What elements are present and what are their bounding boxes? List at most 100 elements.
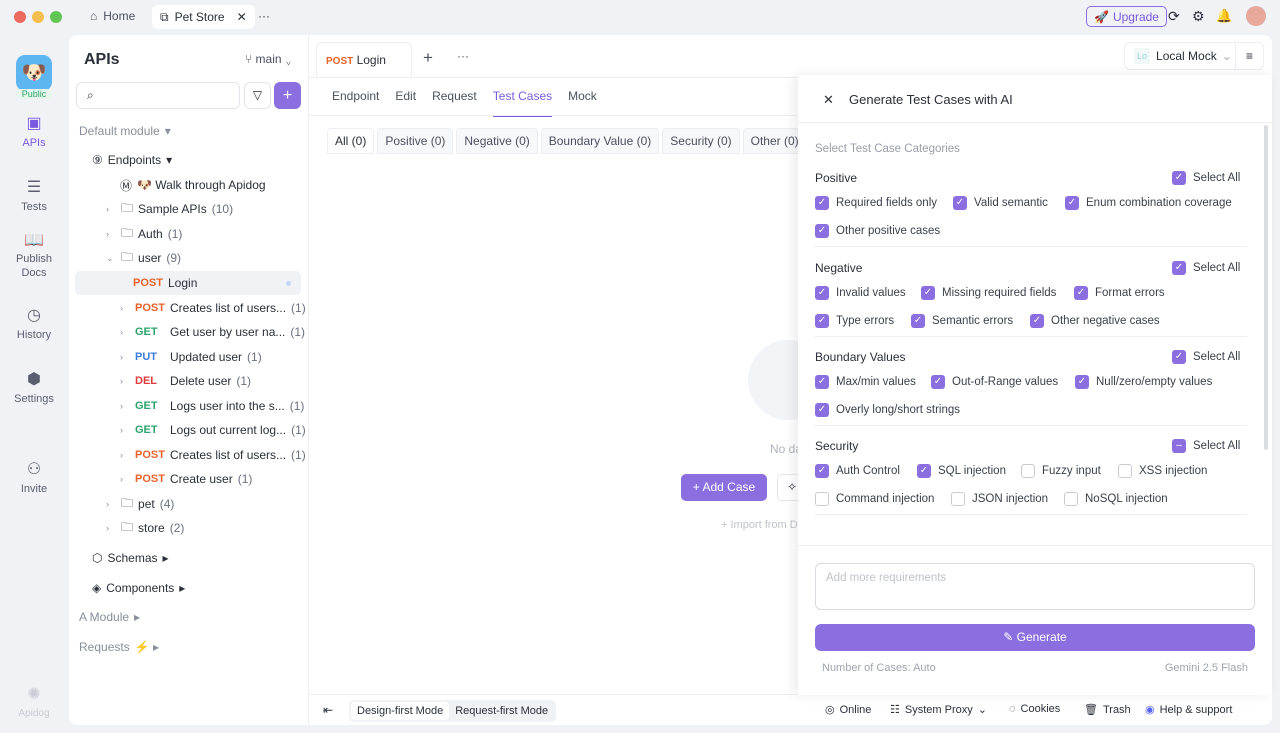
option-checkbox[interactable]: ✓ Max/min values <box>815 375 916 389</box>
tree-item[interactable]: Ⓜ 🐶 Walk through Apidog <box>120 178 266 193</box>
request-tab[interactable]: POST Login <box>316 42 412 76</box>
option-checkbox[interactable]: ✓ Format errors <box>1074 286 1165 300</box>
tree-folder[interactable]: › 🗀 Sample APIs (10) <box>106 197 233 221</box>
filter-tab[interactable]: All (0) <box>327 128 375 154</box>
endpoint-item[interactable]: › GET Logs out current log... (1) <box>120 423 306 437</box>
option-checkbox[interactable]: ✓ Missing required fields <box>921 286 1056 300</box>
tree-folder[interactable]: ⌄ 🗀 user (9) <box>106 246 181 270</box>
menu-icon[interactable]: ≡ <box>1235 43 1263 69</box>
requirements-input[interactable]: Add more requirements <box>815 563 1255 610</box>
system-proxy[interactable]: ☷ System Proxy ⌄ <box>890 703 987 717</box>
sync-icon[interactable]: ⟳ <box>1168 8 1180 24</box>
cookies-button[interactable]: ◌ Cookies <box>1009 703 1061 715</box>
option-checkbox[interactable]: ✓ Null/zero/empty values <box>1075 375 1212 389</box>
endpoint-item[interactable]: › POST Create user (1) <box>120 472 253 486</box>
close-window-button[interactable] <box>14 11 26 23</box>
filter-tab[interactable]: Positive (0) <box>377 128 454 154</box>
tree-folder[interactable]: › 🗀 pet (4) <box>106 492 174 516</box>
avatar[interactable] <box>1246 6 1266 26</box>
select-all-checkbox[interactable]: ✓ Select All <box>1172 171 1240 185</box>
select-all-checkbox[interactable]: – Select All <box>1172 439 1240 453</box>
close-icon[interactable]: ✕ <box>236 10 247 24</box>
online-status[interactable]: ◎ Online <box>825 703 872 717</box>
option-checkbox[interactable]: ✓ Other positive cases <box>815 224 940 238</box>
components[interactable]: ◈ Components ▸ <box>92 581 186 595</box>
more-tabs-button[interactable]: ··· <box>258 9 270 23</box>
filter-tab[interactable]: Security (0) <box>662 128 740 154</box>
environment-select[interactable]: Lo Local Mock ⌄ ≡ <box>1124 42 1264 70</box>
option-checkbox[interactable]: ✓ Invalid values <box>815 286 906 300</box>
filter-button[interactable]: ▽ <box>244 82 271 109</box>
gear-icon[interactable]: ⚙ <box>1192 8 1205 24</box>
subtab-request[interactable]: Request <box>432 89 477 103</box>
tree-folder[interactable]: › 🗀 Auth (1) <box>106 222 182 246</box>
filter-tab[interactable]: Other (0) <box>742 128 807 154</box>
import-link[interactable]: + Import from D <box>721 519 798 531</box>
option-checkbox[interactable]: NoSQL injection <box>1064 492 1168 506</box>
option-checkbox[interactable]: ✓ Valid semantic <box>953 196 1048 210</box>
close-icon[interactable]: ✕ <box>823 92 834 107</box>
model-select[interactable]: Gemini 2.5 Flash <box>1164 662 1248 674</box>
minimize-window-button[interactable] <box>32 11 44 23</box>
endpoint-item[interactable]: › GET Logs user into the s... (1) <box>120 398 305 413</box>
option-checkbox[interactable]: ✓ Type errors <box>815 314 894 328</box>
upgrade-button[interactable]: 🚀 Upgrade <box>1086 6 1167 27</box>
tree-folder[interactable]: › 🗀 store (2) <box>106 516 184 540</box>
request-first-mode[interactable]: Request-first Mode <box>455 705 549 717</box>
option-checkbox[interactable]: ✓ Required fields only <box>815 196 937 210</box>
option-checkbox[interactable]: ✓ Out-of-Range values <box>931 375 1058 389</box>
a-module[interactable]: A Module ▸ <box>79 610 141 624</box>
option-checkbox[interactable]: ✓ SQL injection <box>917 464 1006 478</box>
endpoint-item[interactable]: › POST Creates list of users... (1) <box>120 300 306 315</box>
option-checkbox[interactable]: ✓ Semantic errors <box>911 314 1013 328</box>
maximize-window-button[interactable] <box>50 11 62 23</box>
rail-apis[interactable]: ▣ APIs <box>0 113 68 149</box>
option-checkbox[interactable]: JSON injection <box>951 492 1048 506</box>
search-input[interactable]: ⌕ <box>76 82 240 109</box>
rail-invite[interactable]: ⚇ Invite <box>0 459 68 495</box>
endpoint-item[interactable]: › POST Creates list of users... (1) <box>120 447 306 462</box>
add-button[interactable]: + <box>274 82 301 109</box>
rail-tests[interactable]: ☰ Tests <box>0 177 68 213</box>
generate-button[interactable]: ✎ Generate <box>815 624 1255 651</box>
option-checkbox[interactable]: ✓ Other negative cases <box>1030 314 1160 328</box>
schemas[interactable]: ⬡ Schemas ▸ <box>92 551 169 565</box>
collapse-sidebar-icon[interactable]: ⇤ <box>323 703 334 717</box>
number-of-cases[interactable]: Number of Cases: Auto <box>822 662 936 674</box>
endpoint-item[interactable]: › DEL Delete user (1) <box>120 374 252 388</box>
option-checkbox[interactable]: XSS injection <box>1118 464 1207 478</box>
rail-settings[interactable]: ⬢ Settings <box>0 369 68 405</box>
option-checkbox[interactable]: Command injection <box>815 492 934 506</box>
filter-tab[interactable]: Boundary Value (0) <box>540 128 660 154</box>
help-support-button[interactable]: ◉ Help & support <box>1145 703 1233 717</box>
subtab-edit[interactable]: Edit <box>395 89 417 103</box>
default-module[interactable]: Default module ▾ <box>79 124 171 138</box>
rail-publish-docs[interactable]: 📖 Publish Docs <box>0 233 68 280</box>
select-all-checkbox[interactable]: ✓ Select All <box>1172 261 1240 275</box>
select-all-checkbox[interactable]: ✓ Select All <box>1172 350 1240 364</box>
new-tab-button[interactable]: + <box>423 48 433 67</box>
add-case-button[interactable]: + Add Case <box>681 474 767 501</box>
option-checkbox[interactable]: ✓ Overly long/short strings <box>815 403 960 417</box>
requests[interactable]: Requests ⚡ ▸ <box>79 640 160 654</box>
filter-tab[interactable]: Negative (0) <box>456 128 538 154</box>
branch-select[interactable]: ⑂ main ⌄ <box>245 52 293 66</box>
subtab-test-cases[interactable]: Test Cases <box>492 89 553 117</box>
option-checkbox[interactable]: ✓ Auth Control <box>815 464 900 478</box>
subtab-endpoint[interactable]: Endpoint <box>332 89 380 103</box>
design-first-mode[interactable]: Design-first Mode <box>351 702 450 720</box>
project-logo[interactable]: 🐶 <box>16 55 52 91</box>
option-checkbox[interactable]: Fuzzy input <box>1021 464 1101 478</box>
rail-history[interactable]: ◷ History <box>0 305 68 341</box>
project-tab[interactable]: ⧉ Pet Store ✕ <box>152 5 255 29</box>
subtab-mock[interactable]: Mock <box>568 89 597 103</box>
home-tab[interactable]: ⌂ Home <box>90 9 136 23</box>
option-checkbox[interactable]: ✓ Enum combination coverage <box>1065 196 1232 210</box>
more-button[interactable]: ··· <box>457 49 469 63</box>
endpoint-item[interactable]: POST Login <box>133 276 198 290</box>
bell-icon[interactable]: 🔔 <box>1216 8 1233 23</box>
trash-button[interactable]: 🗑 Trash <box>1084 703 1131 717</box>
scrollbar[interactable] <box>1264 125 1268 450</box>
endpoint-item[interactable]: › GET Get user by user na... (1) <box>120 325 306 339</box>
endpoint-item[interactable]: › PUT Updated user (1) <box>120 349 262 364</box>
